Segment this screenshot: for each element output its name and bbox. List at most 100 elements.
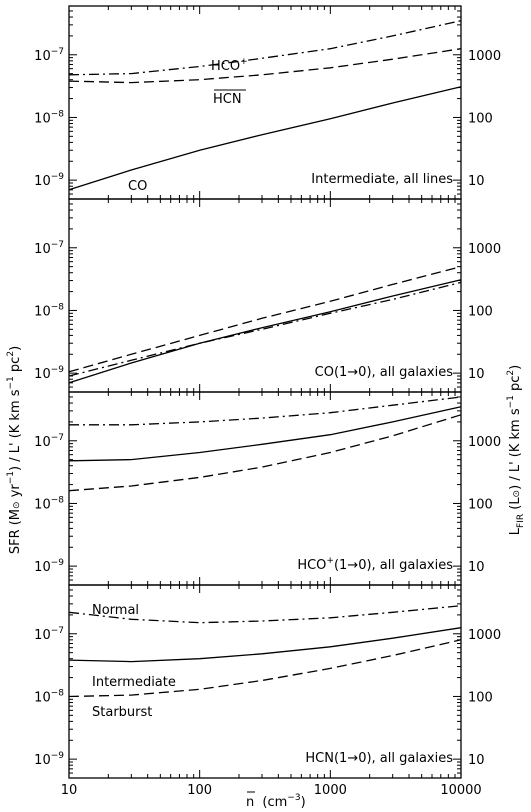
- x-axis-label-n: n: [246, 795, 254, 810]
- left-tick-label-part: −7: [51, 433, 64, 443]
- left-axis-label: SFR (M⊙ yr−1) / L' (K km s−1 pc2): [6, 346, 23, 554]
- curve-hco--panel-1: [68, 20, 462, 76]
- right-tick-label-part: 100: [468, 497, 493, 512]
- left-tick-label-part: −7: [51, 626, 64, 636]
- curve-starburst-panel-2: [68, 265, 462, 373]
- left-tick-label: 10−8: [34, 302, 64, 319]
- panel-title: HCN(1→0), all galaxies: [305, 751, 453, 766]
- left-axis-label-part-0: SFR (M: [8, 509, 23, 554]
- right-tick-label: 100: [468, 304, 493, 319]
- panel-frames: [68, 5, 462, 779]
- x-axis-label: n (cm−3): [246, 793, 306, 810]
- left-tick-label: 10−9: [34, 558, 64, 575]
- right-axis-label-part-4: ) / L' (K km s: [508, 408, 523, 490]
- curve-label: CO: [128, 179, 147, 194]
- left-tick-label-part: 10: [34, 242, 51, 257]
- left-tick-label-part: 10: [34, 367, 51, 382]
- curve-intermediate-panel-2: [68, 279, 462, 384]
- right-tick-label: 1000: [468, 628, 501, 643]
- curve-label: Normal: [92, 603, 139, 618]
- left-axis-label-part-5: −1: [6, 376, 16, 389]
- curve-normal-panel-4: [68, 605, 462, 624]
- left-tick-label-part: 10: [34, 49, 51, 64]
- curve-label: HCO+: [211, 57, 248, 74]
- curve-intermediate-panel-3: [68, 406, 462, 462]
- curve-intermediate-panel-4: [68, 627, 462, 663]
- right-tick-label: 100: [468, 690, 493, 705]
- x-axis-label-exp: −3: [287, 793, 300, 803]
- right-tick-label: 10: [468, 560, 485, 575]
- right-tick-label-part: 1000: [468, 242, 501, 257]
- left-axis-label-part-1: ⊙: [12, 501, 22, 509]
- panel-title-part: +: [326, 556, 334, 566]
- left-tick-label-part: 10: [34, 174, 51, 189]
- panel-frame-4: [68, 584, 462, 779]
- right-tick-label-part: 10: [468, 367, 485, 382]
- panel-title: HCO+(1→0), all galaxies: [297, 556, 453, 573]
- curve-normal-panel-2: [68, 281, 462, 377]
- curve-label-part: CO: [128, 179, 147, 194]
- curve-label-part: Intermediate: [92, 675, 176, 690]
- right-tick-label: 10: [468, 367, 485, 382]
- right-tick-label: 1000: [468, 49, 501, 64]
- left-tick-label-part: 10: [34, 497, 51, 512]
- curve-hcn-panel-1: [68, 48, 462, 84]
- left-tick-label-part: −9: [51, 172, 65, 182]
- x-tick-label: 100: [187, 783, 212, 798]
- left-tick-label-part: 10: [34, 628, 51, 643]
- left-tick-label-part: 10: [34, 690, 51, 705]
- curve-label-part: +: [240, 57, 248, 67]
- right-tick-label: 1000: [468, 242, 501, 257]
- right-tick-label: 10: [468, 174, 485, 189]
- right-tick-label-part: 10: [468, 753, 485, 768]
- left-tick-label-part: 10: [34, 753, 51, 768]
- right-tick-label-part: 1000: [468, 435, 501, 450]
- left-tick-label-part: −7: [51, 240, 64, 250]
- curve-starburst-panel-3: [68, 414, 462, 492]
- left-axis-label-part-3: −1: [6, 471, 16, 484]
- left-tick-label-part: −8: [51, 302, 65, 312]
- left-axis-label-part-2: yr: [8, 484, 23, 502]
- curve-normal-panel-3: [69, 396, 462, 426]
- panel-title-part: HCN(1→0), all galaxies: [305, 751, 453, 766]
- left-tick-label: 10−8: [34, 688, 64, 705]
- left-tick-label: 10−9: [34, 172, 64, 189]
- left-tick-label-part: −8: [51, 688, 65, 698]
- right-tick-label-part: 100: [468, 304, 493, 319]
- right-axis-label-part-6: pc: [508, 376, 523, 396]
- right-tick-label: 1000: [468, 435, 501, 450]
- right-tick-label-part: 1000: [468, 49, 501, 64]
- left-tick-label-part: 10: [34, 304, 51, 319]
- x-tick-label: 1000: [314, 783, 347, 798]
- left-tick-label-part: −8: [51, 495, 65, 505]
- right-tick-label-part: 1000: [468, 628, 501, 643]
- panel-title-part: CO(1→0), all galaxies: [315, 365, 454, 380]
- curve-starburst-panel-4: [68, 639, 462, 698]
- curves: [68, 20, 462, 698]
- panel-title: Intermediate, all lines: [311, 172, 453, 187]
- left-tick-label: 10−9: [34, 751, 64, 768]
- left-tick-label: 10−9: [34, 365, 64, 382]
- left-tick-label-part: −9: [51, 558, 65, 568]
- left-tick-label: 10−7: [34, 47, 64, 64]
- left-axis-label-part-7: 2: [6, 351, 16, 357]
- left-tick-label-part: −9: [51, 751, 65, 761]
- right-tick-label-part: 100: [468, 690, 493, 705]
- curve-label-part: HCO: [211, 59, 240, 74]
- curve-label-part: Normal: [92, 603, 139, 618]
- right-tick-label: 100: [468, 111, 493, 126]
- panel-frame-1: [68, 5, 462, 200]
- left-tick-label-part: −9: [51, 365, 65, 375]
- x-tick-label: 10000: [440, 783, 481, 798]
- curve-label: Intermediate: [92, 675, 176, 690]
- right-tick-label-part: 10: [468, 560, 485, 575]
- x-tick-label-part: 1000: [314, 783, 347, 798]
- panel-frame-2: [68, 198, 462, 393]
- x-axis-label-units: (cm: [262, 795, 287, 810]
- right-tick-label: 100: [468, 497, 493, 512]
- x-tick-label-part: 10: [61, 783, 78, 798]
- left-tick-label: 10−8: [34, 109, 64, 126]
- left-tick-label-part: 10: [34, 111, 51, 126]
- panel-title: CO(1→0), all galaxies: [315, 365, 454, 380]
